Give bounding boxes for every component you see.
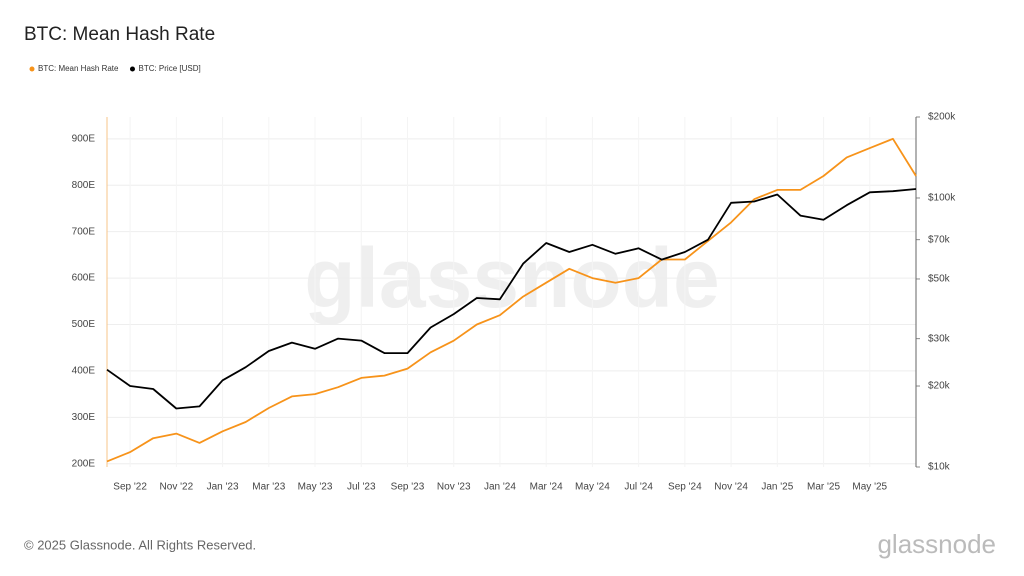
x-tick-label: Sep '23 (391, 482, 425, 493)
legend-marker (29, 66, 35, 72)
copyright: © 2025 Glassnode. All Rights Reserved. (24, 537, 256, 552)
x-tick-label: Jul '23 (347, 482, 376, 493)
x-tick-label: Sep '24 (668, 482, 702, 493)
legend-label: BTC: Mean Hash Rate (38, 64, 119, 73)
x-tick-label: May '23 (298, 482, 333, 493)
y-tick-label: 800E (72, 180, 96, 191)
x-tick-label: Nov '22 (160, 482, 194, 493)
legend-marker (129, 66, 135, 72)
y-tick-label: 600E (72, 273, 96, 284)
x-tick-label: May '24 (575, 482, 610, 493)
legend: BTC: Mean Hash Rate BTC: Price [USD] (29, 64, 201, 73)
x-tick-label: Mar '25 (807, 482, 840, 493)
y2-tick-label: $10k (928, 462, 951, 473)
legend-label: BTC: Price [USD] (138, 64, 200, 73)
x-tick-label: Nov '24 (714, 482, 748, 493)
x-tick-label: Sep '22 (113, 482, 147, 493)
x-tick-label: May '25 (852, 482, 887, 493)
y-tick-label: 700E (72, 226, 96, 237)
x-tick-label: Mar '23 (252, 482, 285, 493)
x-tick-label: Jan '23 (207, 482, 239, 493)
x-tick-label: Jul '24 (624, 482, 653, 493)
x-tick-label: Nov '23 (437, 482, 471, 493)
y2-tick-label: $30k (928, 333, 951, 344)
x-tick-label: Jan '25 (761, 482, 793, 493)
series-line (106, 188, 917, 410)
y-tick-label: 500E (72, 319, 96, 330)
x-tick-label: Jan '24 (484, 482, 516, 493)
y2-tick-label: $20k (928, 381, 951, 392)
x-tick-label: Mar '24 (530, 482, 563, 493)
chart-title: BTC: Mean Hash Rate (24, 24, 215, 45)
y2-tick-label: $50k (928, 274, 951, 285)
y-tick-label: 900E (72, 133, 96, 144)
series-line (106, 137, 917, 463)
y2-tick-label: $100k (928, 193, 956, 204)
brand-logo: glassnode (877, 529, 996, 559)
y2-tick-label: $200k (928, 112, 956, 123)
y-tick-label: 300E (72, 412, 96, 423)
y-tick-label: 200E (72, 458, 96, 469)
y2-tick-label: $70k (928, 234, 951, 245)
y-tick-label: 400E (72, 366, 96, 377)
